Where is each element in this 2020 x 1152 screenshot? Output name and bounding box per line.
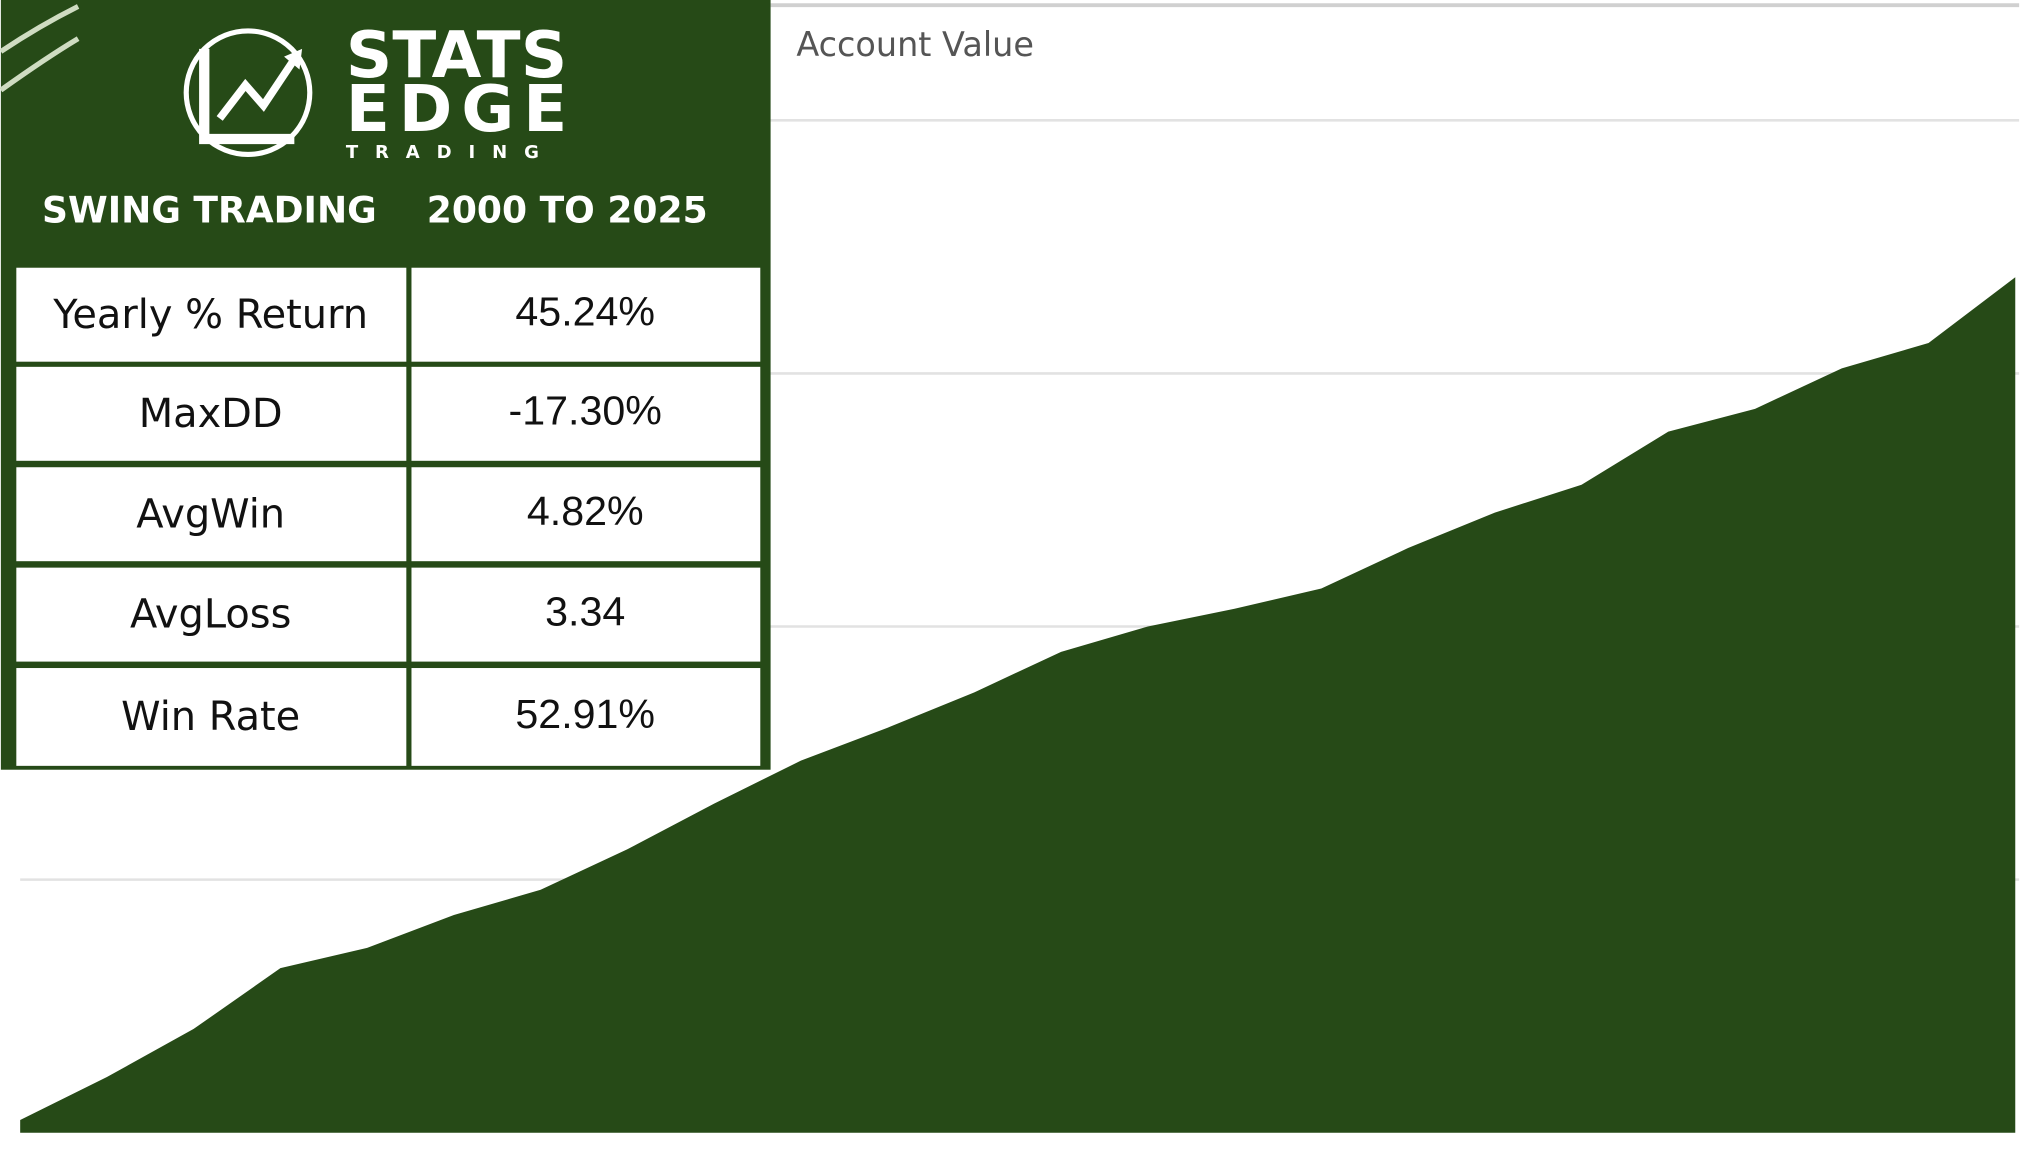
logo-axis — [199, 48, 295, 145]
row-label: Yearly % Return — [52, 292, 368, 338]
logo-circle — [183, 28, 313, 158]
cell — [16, 366, 407, 461]
row-label: Win Rate — [121, 694, 300, 740]
chart-title: Account Value — [796, 25, 1034, 64]
header: 2000 TO 2025 — [427, 190, 708, 231]
stats-panel: STATS EDGE T R A D I N G SWING TRADING 2… — [0, 0, 771, 770]
row-value: 3.34 — [545, 588, 625, 634]
row-value: -17.30% — [509, 388, 662, 434]
cell — [411, 267, 761, 362]
area — [20, 277, 2016, 1133]
row-value: 52.91% — [515, 691, 655, 737]
cell — [16, 567, 407, 662]
logo-arrow — [216, 57, 298, 121]
header: SWING TRADING — [42, 190, 377, 231]
cell — [16, 267, 407, 362]
row-value: 4.82% — [527, 488, 644, 534]
cell — [16, 467, 407, 562]
cell — [411, 366, 761, 461]
cell — [16, 668, 407, 766]
cell — [411, 567, 761, 662]
row-label: MaxDD — [139, 391, 283, 437]
cell — [411, 668, 761, 766]
row-value: 45.24% — [515, 289, 655, 335]
logo-arrowhead — [284, 48, 303, 70]
decor — [0, 4, 80, 93]
logo-text: STATS — [346, 18, 567, 93]
cell — [411, 467, 761, 562]
table: Yearly % Return 45.24% MaxDD -17.30% AvgWin 4… — [16, 267, 761, 766]
row-label: AvgWin — [136, 491, 285, 537]
row-label: AvgLoss — [130, 592, 291, 638]
